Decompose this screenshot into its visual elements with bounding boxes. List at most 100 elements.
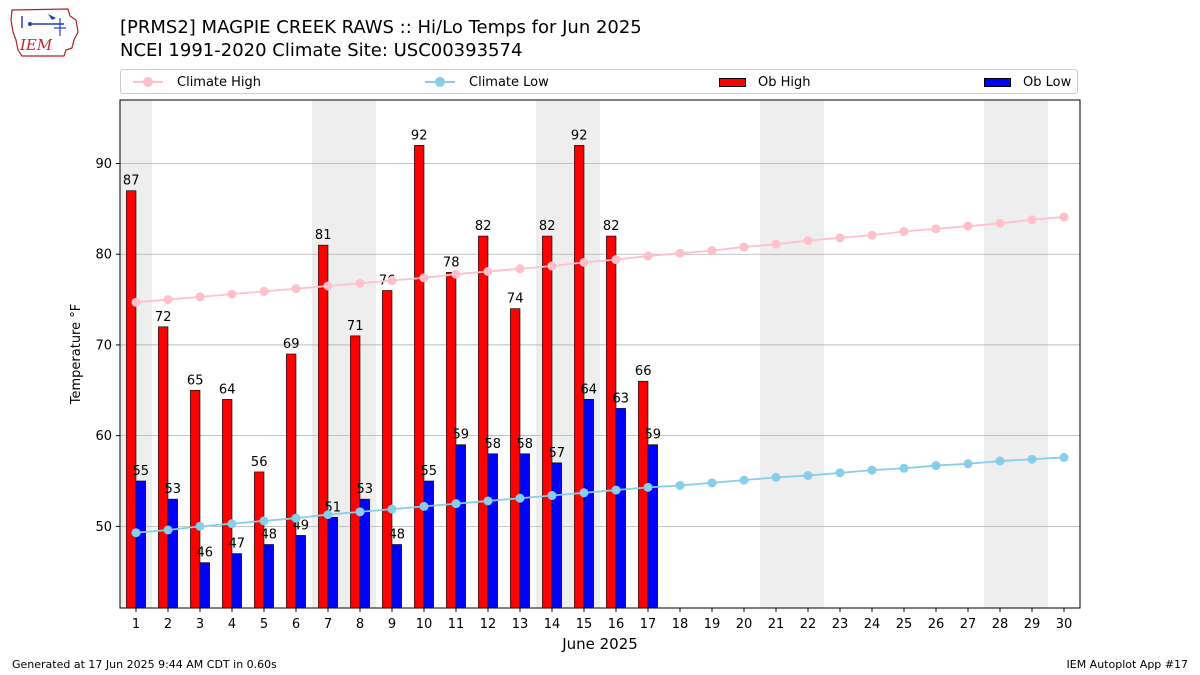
- legend-label-ob-low: Ob Low: [1023, 74, 1072, 90]
- x-tick-label: 26: [928, 617, 945, 632]
- legend-label-climate-low: Climate Low: [469, 74, 549, 90]
- ob-high-bar: [542, 235, 553, 609]
- ob-high-bar: [190, 389, 201, 609]
- climate-high-point: [483, 266, 493, 276]
- climate-high-point: [131, 297, 141, 307]
- weekend-shade: [792, 100, 824, 608]
- climate-low-point: [643, 482, 653, 492]
- x-tick-label: 3: [196, 617, 204, 632]
- ob-low-label: 47: [229, 537, 246, 552]
- chart-legend: Climate High Climate Low Ob High Ob Low: [120, 69, 1078, 94]
- x-tick-label: 10: [416, 617, 433, 632]
- ob-low-label: 48: [261, 528, 278, 543]
- weekend-shade: [1016, 100, 1048, 608]
- legend-label-ob-high: Ob High: [758, 74, 811, 90]
- ob-high-label: 56: [251, 455, 268, 470]
- climate-high-point: [259, 286, 269, 296]
- x-tick-label: 4: [228, 617, 236, 632]
- iem-logo: IEM: [10, 8, 79, 57]
- climate-high-point: [419, 273, 429, 283]
- y-tick-label: 90: [95, 157, 112, 172]
- x-tick-label: 16: [608, 617, 625, 632]
- ob-low-bar: [295, 535, 306, 609]
- chart-title: [PRMS2] MAGPIE CREEK RAWS :: Hi/Lo Temps…: [120, 17, 642, 38]
- climate-low-point: [419, 501, 429, 511]
- climate-high-point: [739, 242, 749, 252]
- ob-low-label: 46: [197, 546, 214, 561]
- ob-low-bar: [231, 553, 242, 609]
- climate-low-point: [451, 499, 461, 509]
- x-tick-label: 6: [292, 617, 300, 632]
- climate-low-point: [707, 478, 717, 488]
- ob-low-label: 59: [453, 428, 470, 443]
- weekend-shade: [984, 100, 1016, 608]
- climate-low-line: [135, 456, 1065, 534]
- climate-high-point: [867, 230, 877, 240]
- ob-high-bar: [574, 145, 585, 609]
- climate-high-point: [515, 264, 525, 274]
- ob-low-bar: [615, 408, 626, 609]
- ob-high-bar: [638, 380, 649, 609]
- ob-high-bar: [414, 145, 425, 609]
- x-tick-label: 14: [544, 617, 561, 632]
- ob-low-bar: [167, 498, 178, 609]
- climate-high-point: [291, 284, 301, 294]
- ob-high-label: 66: [635, 364, 652, 379]
- climate-low-point: [547, 491, 557, 501]
- climate-low-point: [515, 493, 525, 503]
- climate-high-point: [835, 233, 845, 243]
- x-tick-label: 20: [736, 617, 753, 632]
- ob-high-bar: [382, 290, 393, 609]
- ob-high-label: 74: [507, 292, 524, 307]
- climate-low-point: [835, 468, 845, 478]
- ob-low-bar: [423, 480, 434, 609]
- ob-low-label: 64: [581, 382, 598, 397]
- climate-low-point: [995, 456, 1005, 466]
- climate-high-point: [611, 255, 621, 265]
- climate-low-point: [867, 465, 877, 475]
- ob-low-label: 55: [421, 464, 438, 479]
- ob-low-label: 58: [485, 437, 502, 452]
- ob-high-label: 72: [155, 310, 172, 325]
- ob-low-label: 57: [549, 446, 566, 461]
- climate-high-point: [451, 269, 461, 279]
- ob-high-bar: [318, 244, 329, 609]
- x-tick-label: 2: [164, 617, 172, 632]
- ob-high-label: 81: [315, 228, 332, 243]
- app-note: IEM Autoplot App #17: [1066, 658, 1189, 671]
- climate-low-point: [931, 461, 941, 471]
- chart-subtitle: NCEI 1991-2020 Climate Site: USC00393574: [120, 40, 523, 61]
- y-tick-label: 50: [95, 520, 112, 535]
- ob-low-bar: [583, 399, 594, 609]
- logo-text: IEM: [19, 36, 53, 54]
- legend-ob-low: Ob Low: [984, 74, 1071, 90]
- ob-high-label: 64: [219, 382, 236, 397]
- climate-high-point: [323, 281, 333, 291]
- x-tick-label: 5: [260, 617, 268, 632]
- x-axis-label: June 2025: [561, 635, 638, 653]
- x-tick-label: 18: [672, 617, 689, 632]
- weekend-shade: [760, 100, 792, 608]
- climate-low-point: [963, 459, 973, 469]
- ob-low-label: 53: [357, 482, 374, 497]
- x-tick-label: 12: [480, 617, 497, 632]
- legend-climate-high: Climate High: [133, 74, 261, 90]
- ob-low-bar: [135, 480, 146, 609]
- climate-low-point: [259, 516, 269, 526]
- ob-high-bar: [158, 326, 169, 609]
- climate-high-point: [1027, 215, 1037, 225]
- x-tick-label: 21: [768, 617, 785, 632]
- ob-high-bar: [126, 190, 137, 609]
- climate-low-point: [483, 496, 493, 506]
- ob-low-label: 63: [613, 391, 630, 406]
- x-tick-label: 30: [1056, 617, 1073, 632]
- x-tick-label: 9: [388, 617, 396, 632]
- generated-note: Generated at 17 Jun 2025 9:44 AM CDT in …: [12, 658, 277, 671]
- ob-high-bar: [478, 235, 489, 609]
- climate-low-point: [291, 513, 301, 523]
- ob-low-label: 58: [517, 437, 534, 452]
- ob-low-bar: [519, 453, 530, 609]
- y-axis-label: Temperature °F: [69, 304, 84, 405]
- x-tick-label: 27: [960, 617, 977, 632]
